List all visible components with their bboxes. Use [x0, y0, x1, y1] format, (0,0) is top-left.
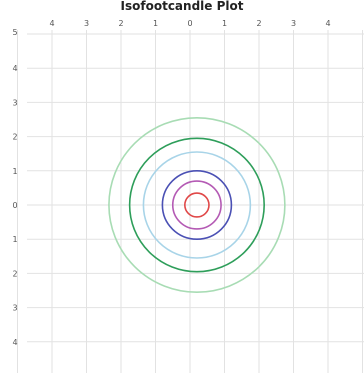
x-tick-label: 2: [256, 19, 261, 28]
x-tick-label: 3: [84, 19, 89, 28]
y-tick-label: 1: [12, 235, 17, 244]
contour-line-4: [161, 170, 233, 241]
y-tick-label: 3: [12, 98, 17, 107]
contour-line-2: [128, 137, 265, 273]
y-tick-labels: 4 3 2 1 0 1 2 3 4 5: [12, 28, 17, 347]
y-tick-label: 1: [12, 167, 17, 176]
corner-tick-label: 5: [12, 28, 17, 37]
y-tick-label: 4: [12, 64, 17, 73]
x-tick-label: 3: [291, 19, 296, 28]
contour-line-1: [108, 116, 286, 294]
contour-line-6: [184, 192, 210, 218]
y-tick-label: 4: [12, 338, 17, 347]
x-tick-labels: 4 3 2 1 0 1 2 3 4: [49, 19, 330, 28]
contour-line-5: [171, 180, 222, 230]
x-tick-label: 1: [153, 19, 158, 28]
x-tick-label: 2: [118, 19, 123, 28]
chart-title: Isofootcandle Plot: [120, 0, 244, 13]
y-tick-label: 3: [12, 304, 17, 313]
grid-lines: [17, 30, 364, 373]
x-tick-label: 0: [187, 19, 192, 28]
x-tick-label: 4: [325, 19, 330, 28]
x-tick-label: 1: [222, 19, 227, 28]
y-tick-label: 2: [12, 269, 17, 278]
y-tick-label: 0: [12, 201, 17, 210]
contour-line-3: [142, 151, 252, 259]
x-tick-label: 4: [49, 19, 54, 28]
y-tick-label: 2: [12, 133, 17, 142]
contour-series: [108, 116, 286, 294]
